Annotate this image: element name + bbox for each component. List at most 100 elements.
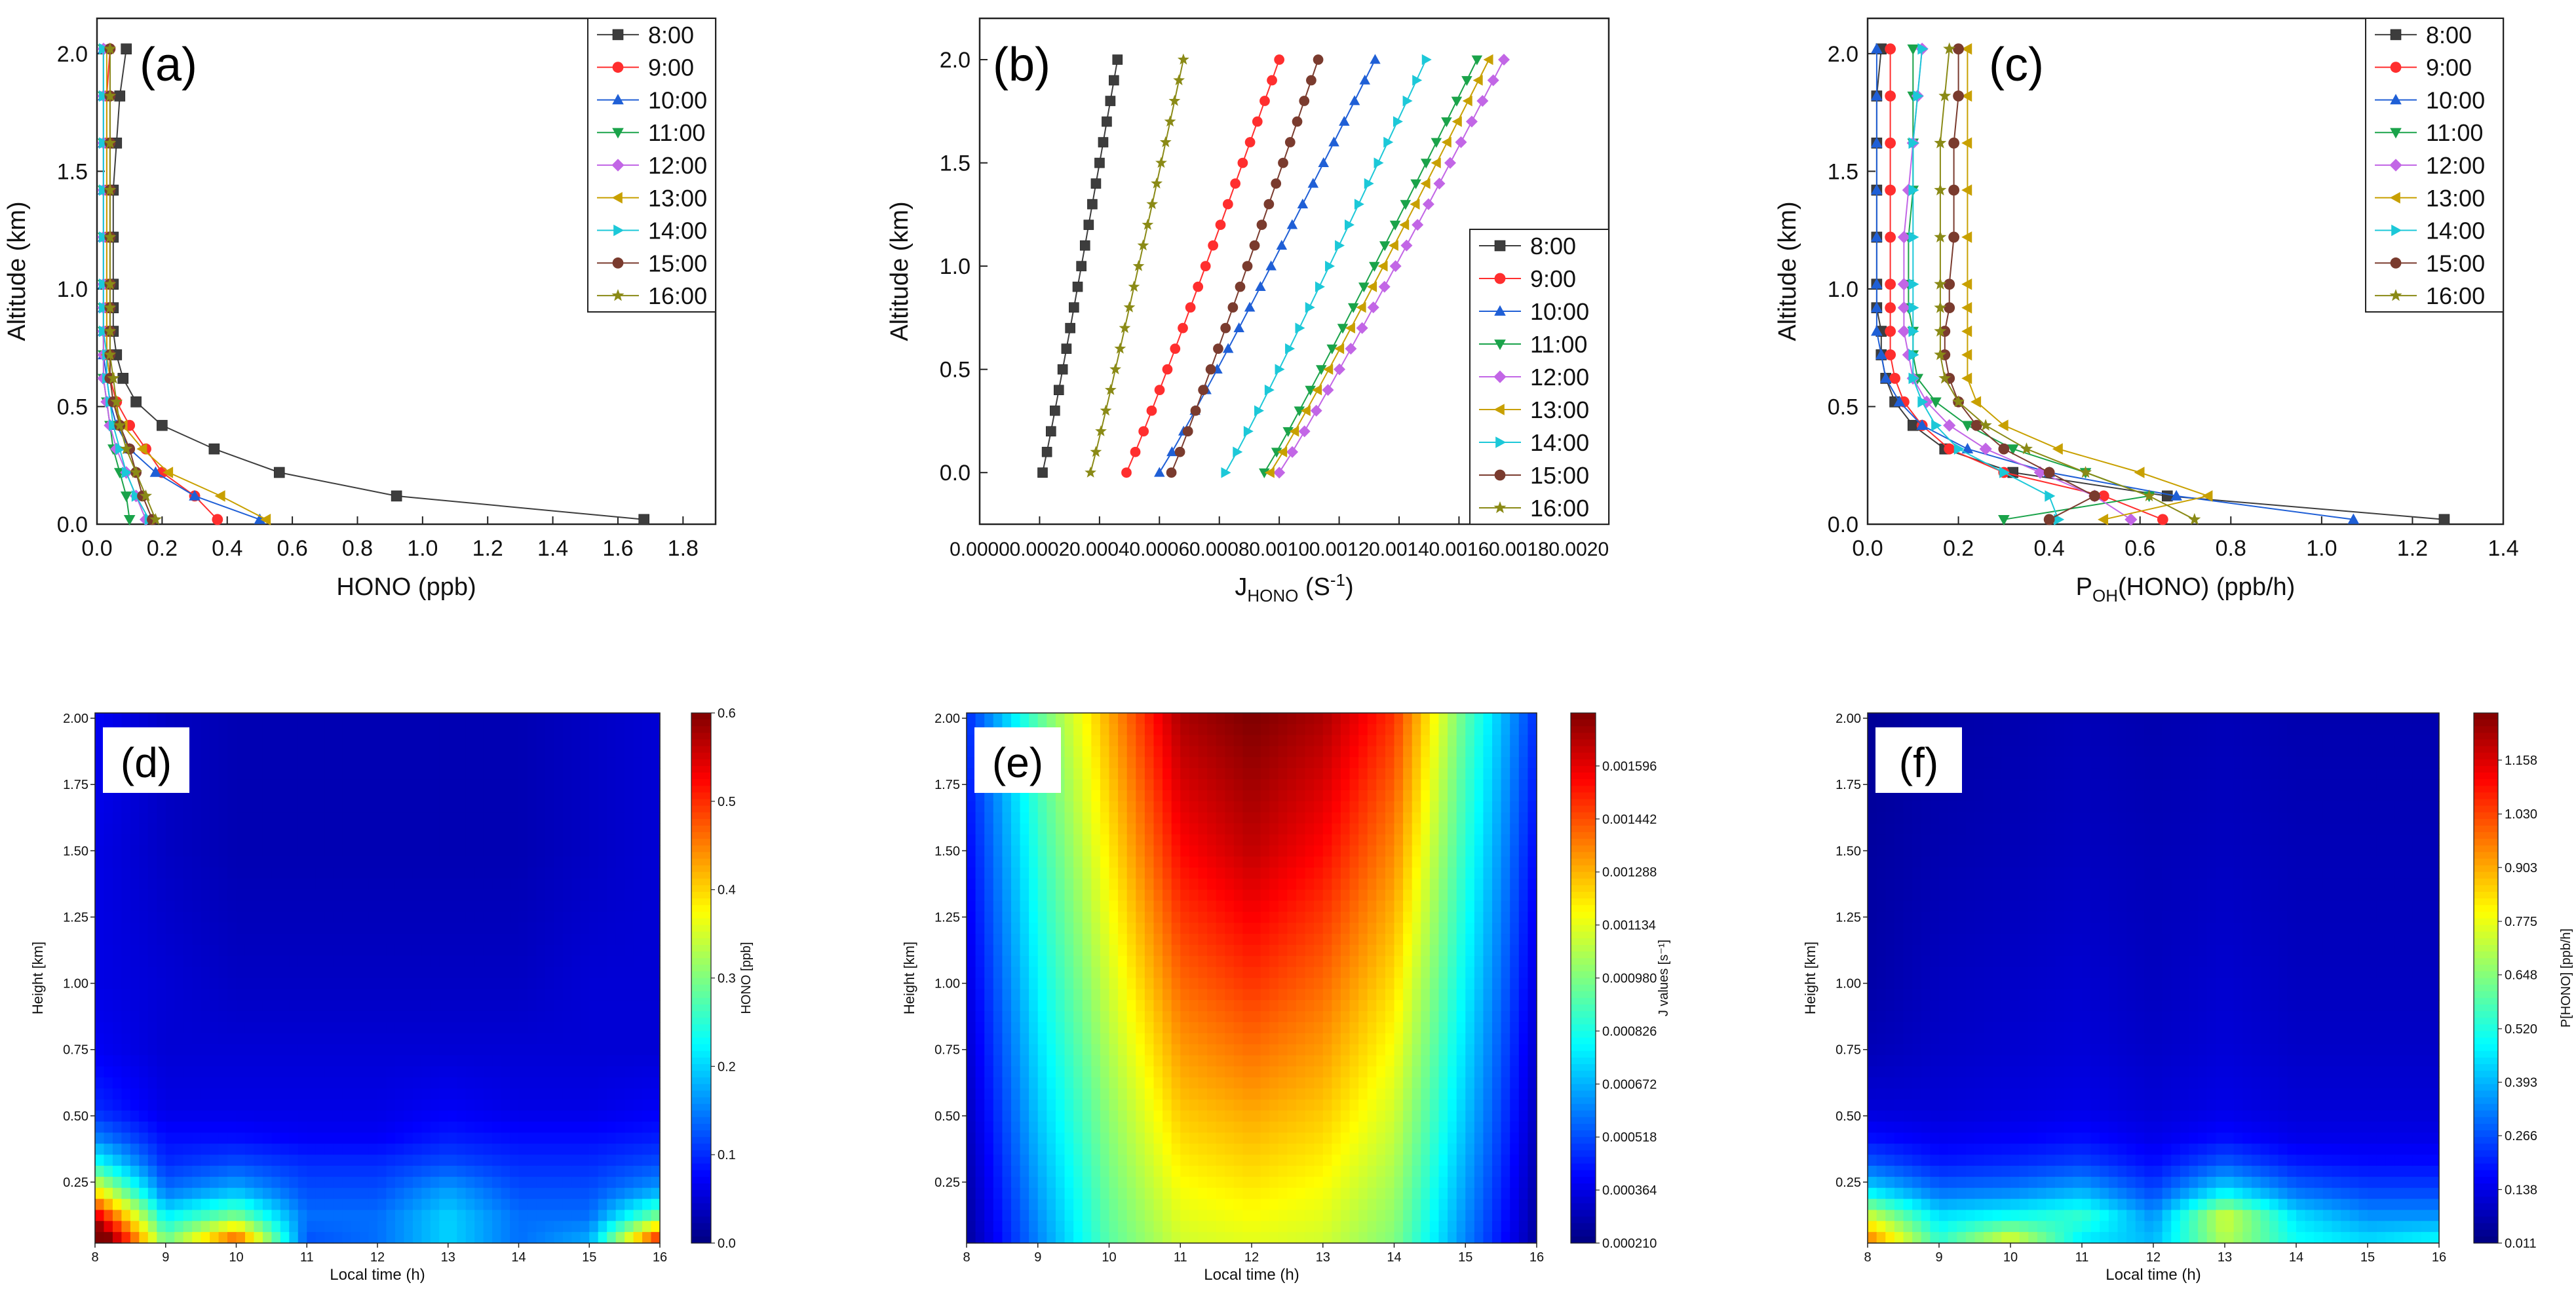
heatmap-cell	[1198, 790, 1208, 802]
data-point	[1079, 240, 1090, 251]
heatmap-cell	[1189, 801, 1199, 813]
data-point	[1948, 231, 1960, 243]
data-point	[1174, 446, 1185, 457]
heatmap-cell	[307, 1176, 317, 1189]
heatmap-cell	[201, 790, 210, 802]
heatmap-cell	[307, 967, 317, 979]
heatmap-cell	[192, 967, 202, 979]
heatmap-cell	[580, 989, 590, 1001]
heatmap-cell	[147, 823, 157, 835]
heatmap-cell	[227, 1143, 237, 1155]
heatmap-cell	[386, 867, 396, 879]
heatmap-cell	[183, 845, 193, 857]
heatmap-cell	[518, 1187, 528, 1200]
heatmap-cell	[351, 934, 360, 946]
heatmap-cell	[562, 757, 572, 769]
heatmap-cell	[386, 746, 396, 758]
heatmap-cell	[501, 911, 510, 923]
heatmap-cell	[298, 834, 307, 846]
heatmap-cell	[1492, 801, 1502, 813]
heatmap-cell	[580, 1033, 590, 1045]
colorbar-step	[691, 1216, 711, 1224]
heatmap-cell	[377, 1166, 387, 1178]
heatmap-cell	[554, 1000, 564, 1012]
heatmap-cell	[1233, 856, 1243, 868]
heatmap-cell	[625, 1221, 634, 1233]
heatmap-cell	[430, 1066, 440, 1078]
heatmap-cell	[95, 978, 105, 989]
data-point	[1893, 396, 1906, 407]
data-point	[1105, 96, 1116, 106]
heatmap-cell	[1269, 823, 1279, 835]
heatmap-cell	[580, 944, 590, 957]
heatmap-cell	[236, 1000, 246, 1012]
heatmap-cell	[404, 1176, 413, 1189]
heatmap-cell	[1118, 845, 1128, 857]
heatmap-cell	[368, 1232, 378, 1244]
heatmap-cell	[554, 757, 564, 769]
heatmap-cell	[457, 757, 467, 769]
heatmap-cell	[412, 900, 422, 912]
heatmap-cell	[430, 1132, 440, 1144]
heatmap-cell	[421, 1000, 431, 1012]
heatmap-cell	[95, 735, 105, 747]
heatmap-cell	[642, 823, 652, 835]
heatmap-cell	[262, 867, 272, 879]
heatmap-cell	[174, 878, 184, 891]
heatmap-cell	[633, 1176, 643, 1189]
legend-marker	[2389, 191, 2400, 204]
heatmap-cell	[1438, 801, 1448, 813]
heatmap-cell	[589, 867, 599, 879]
heatmap-cell	[1340, 768, 1351, 780]
heatmap-cell	[580, 1022, 590, 1034]
heatmap-cell	[625, 801, 634, 813]
heatmap-cell	[1367, 790, 1377, 802]
heatmap-cell	[448, 955, 457, 968]
heatmap-cell	[1189, 713, 1199, 725]
heatmap-cell	[1305, 768, 1315, 780]
heatmap-cell	[262, 989, 272, 1001]
heatmap-cell	[562, 823, 572, 835]
heatmap-cell	[307, 1166, 317, 1178]
heatmap-cell	[324, 967, 334, 979]
heatmap-cell	[394, 1066, 405, 1078]
heatmap-cell	[501, 923, 510, 934]
heatmap-cell	[1429, 812, 1440, 824]
heatmap-cell	[1510, 834, 1520, 846]
heatmap-cell	[412, 989, 422, 1001]
heatmap-cell	[333, 713, 343, 725]
x-tick-label: 1.2	[2397, 536, 2428, 561]
heatmap-cell	[1207, 812, 1217, 824]
heatmap-cell	[1260, 790, 1270, 802]
heatmap-cell	[545, 1066, 554, 1078]
heatmap-cell	[1305, 801, 1315, 813]
heatmap-cell	[1332, 723, 1341, 736]
heatmap-cell	[139, 1199, 149, 1211]
heatmap-cell	[1456, 823, 1466, 835]
heatmap-cell	[130, 944, 140, 957]
heatmap-cell	[192, 944, 202, 957]
heatmap-cell	[483, 1066, 493, 1078]
heatmap-cell	[1278, 723, 1288, 736]
heatmap-cell	[580, 823, 590, 835]
data-point	[1263, 199, 1275, 210]
heatmap-cell	[633, 1055, 643, 1067]
heatmap-cell	[104, 1232, 113, 1244]
heatmap-cell	[1501, 856, 1510, 868]
heatmap-cell	[360, 757, 370, 769]
heatmap-cell	[394, 867, 405, 879]
heatmap-cell	[104, 967, 113, 979]
heatmap-cell	[298, 1121, 307, 1134]
colorbar-step	[691, 1150, 711, 1158]
heatmap-cell	[571, 911, 581, 923]
colorbar-step	[691, 1143, 711, 1151]
legend-entry: 11:00	[648, 119, 705, 146]
heatmap-cell	[324, 757, 334, 769]
heatmap-cell	[112, 911, 123, 923]
heatmap-cell	[351, 1155, 360, 1166]
heatmap-cell	[1296, 723, 1306, 736]
heatmap-cell	[465, 934, 475, 946]
heatmap-cell	[1109, 757, 1119, 769]
heatmap-cell	[492, 812, 502, 824]
